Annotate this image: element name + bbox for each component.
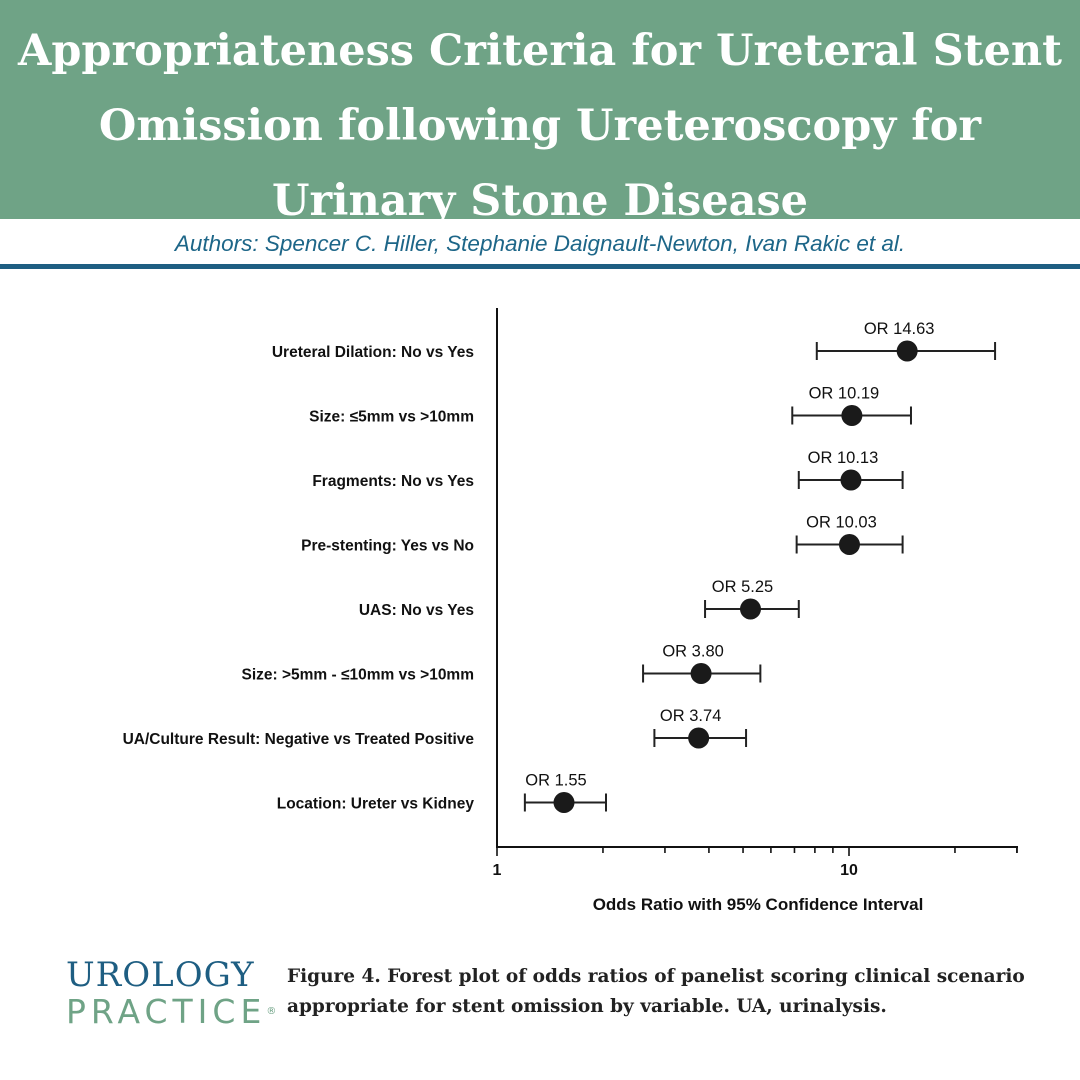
odds-ratio-point	[688, 727, 710, 749]
forest-plot: 1 10 Odds Ratio with 95% Confidence Interv…	[123, 308, 1018, 914]
row-label: Ureteral Dilation: No vs Yes	[272, 344, 474, 361]
article-title: Appropriateness Criteria for Ureteral St…	[18, 26, 1062, 226]
odds-ratio-label: OR 5.25	[712, 578, 773, 596]
x-tick-label: 1	[493, 862, 502, 879]
row-label: UAS: No vs Yes	[359, 602, 474, 619]
row-label: Pre-stenting: Yes vs No	[301, 538, 474, 555]
authors-line: Authors: Spencer C. Hiller, Stephanie Da…	[174, 231, 906, 256]
logo-word-urology: UROLOGY	[66, 955, 255, 995]
row-label: UA/Culture Result: Negative vs Treated P…	[123, 731, 475, 748]
divider-rule	[0, 264, 1080, 269]
odds-ratio-point	[838, 534, 860, 555]
odds-ratio-label: OR 1.55	[525, 772, 586, 790]
logo-word-practice: PRACTICE®	[66, 992, 276, 1031]
x-tick-label: 10	[840, 862, 858, 879]
figure-caption: Figure 4. Forest plot of odds ratios of …	[287, 966, 1025, 1017]
odds-ratio-label: OR 3.80	[662, 643, 723, 661]
title-banner: Appropriateness Criteria for Ureteral St…	[0, 0, 1080, 226]
odds-ratio-label: OR 10.13	[808, 449, 879, 467]
row-label: Location: Ureter vs Kidney	[277, 796, 475, 813]
registered-mark: ®	[266, 1006, 277, 1017]
row-label: Size: >5mm - ≤10mm vs >10mm	[241, 667, 474, 684]
odds-ratio-label: OR 10.03	[806, 514, 877, 532]
odds-ratio-label: OR 14.63	[864, 320, 935, 338]
odds-ratio-point	[553, 792, 575, 813]
x-axis-title: Odds Ratio with 95% Confidence Interval	[593, 895, 924, 914]
odds-ratio-point	[739, 598, 761, 620]
odds-ratio-label: OR 3.74	[660, 707, 721, 725]
logo-practice-text: PRACTICE	[66, 992, 267, 1031]
odds-ratio-label: OR 10.19	[809, 385, 880, 403]
row-label: Size: ≤5mm vs >10mm	[309, 409, 474, 426]
urology-practice-logo: UROLOGY PRACTICE®	[66, 955, 276, 1031]
odds-ratio-point	[841, 405, 863, 426]
odds-ratio-point	[896, 340, 918, 362]
odds-ratio-point	[690, 663, 712, 684]
odds-ratio-point	[840, 469, 862, 491]
row-label: Fragments: No vs Yes	[312, 473, 474, 490]
